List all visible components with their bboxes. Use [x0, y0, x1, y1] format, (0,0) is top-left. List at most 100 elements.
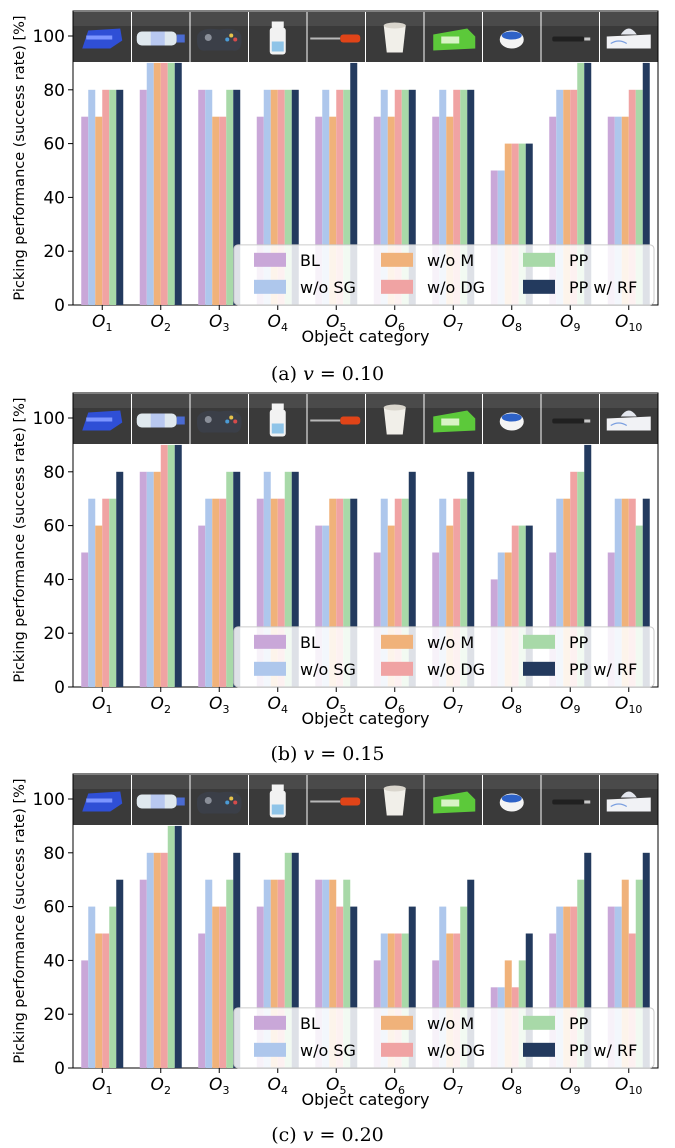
legend-swatch — [254, 634, 286, 649]
bar — [212, 498, 220, 687]
y-axis-label: Picking performance (success rate) [%] — [12, 15, 28, 300]
bar — [212, 906, 220, 1068]
bar — [408, 89, 416, 305]
object-thumbnail-wall — [424, 394, 482, 408]
x-tick-label: O1 — [92, 694, 112, 716]
x-tick-label: O8 — [502, 1075, 522, 1097]
bar — [139, 471, 147, 687]
x-tick-label: O5 — [326, 694, 346, 716]
facial-tissue-box-icon — [600, 12, 658, 62]
bar — [329, 116, 337, 305]
bar — [628, 89, 636, 305]
tissue-box-icon — [424, 394, 482, 444]
water-bottle-icon — [132, 394, 190, 444]
legend-swatch — [381, 634, 413, 649]
marker-pen-icon — [541, 12, 599, 62]
tape-roll-icon — [483, 394, 541, 444]
x-tick-label: O5 — [326, 312, 346, 334]
series-w-o-m — [95, 62, 629, 306]
bar — [394, 498, 402, 687]
bar — [642, 62, 650, 306]
bar — [380, 498, 388, 687]
x-tick-label: O9 — [560, 694, 580, 716]
bar — [256, 116, 264, 305]
bar — [607, 552, 615, 687]
bar — [81, 552, 89, 687]
figure-caption: (a) v = 0.10 — [271, 363, 384, 385]
game-controller-icon — [190, 775, 248, 825]
x-axis: O1 O2 O3 O4 O5 O6 O7 O8 O9 O10 Object category — [92, 305, 642, 346]
bar — [350, 62, 358, 306]
legend-swatch — [381, 279, 413, 294]
object-thumbnail-wall — [190, 394, 248, 408]
y-axis: 0 20 40 60 80 100 Picking performance (success… — [12, 15, 73, 316]
paper-cup-icon — [366, 775, 424, 825]
bar — [607, 906, 615, 1068]
bar — [401, 89, 409, 305]
object-thumbnail-wall — [600, 775, 658, 789]
legend-entry: PP w/ RF — [523, 278, 637, 297]
object-thumbnail-wall — [424, 12, 482, 26]
series-pp — [109, 825, 643, 1068]
object-image-strip — [73, 394, 658, 444]
bar — [642, 852, 650, 1068]
legend-entry: w/o M — [381, 633, 474, 652]
bar — [109, 906, 117, 1068]
bar — [563, 906, 571, 1068]
screwdriver-icon — [307, 775, 365, 825]
legend-swatch — [523, 661, 555, 676]
y-tick-label: 100 — [33, 27, 65, 47]
object-thumbnail-wall — [483, 394, 541, 408]
object-thumbnail-wall — [73, 775, 131, 789]
legend-label: w/o DG — [427, 1041, 485, 1060]
legend-swatch — [523, 1015, 555, 1030]
bar — [205, 89, 213, 305]
bar — [621, 498, 629, 687]
bar — [291, 89, 299, 305]
bar — [174, 444, 182, 687]
y-tick-label: 20 — [43, 624, 65, 644]
x-tick-label: O5 — [326, 1075, 346, 1097]
bar — [518, 525, 526, 687]
bar — [102, 89, 110, 305]
object-thumbnail-wall — [307, 775, 365, 789]
bar — [153, 471, 161, 687]
object-thumbnail-wall — [132, 775, 190, 789]
legend-entry: PP w/ RF — [523, 660, 637, 679]
series-bl — [81, 89, 615, 305]
legend-swatch — [523, 634, 555, 649]
bar — [408, 906, 416, 1068]
legend-entry: PP — [523, 1014, 589, 1033]
bar — [167, 444, 175, 687]
caption-text: (a) v = 0.10 — [271, 363, 384, 385]
legend-label: BL — [300, 633, 320, 652]
x-tick-label: O4 — [268, 312, 288, 334]
legend-entry: BL — [254, 633, 320, 652]
series-w-o-m — [95, 852, 629, 1068]
bar — [160, 444, 168, 687]
x-tick-label: O2 — [151, 1075, 171, 1097]
object-thumbnail-wall — [366, 12, 424, 26]
bar — [387, 933, 395, 1068]
legend-label: w/o SG — [300, 278, 356, 297]
bar — [167, 825, 175, 1068]
marker-pen-icon — [541, 394, 599, 444]
bar — [116, 89, 124, 305]
bar — [226, 471, 234, 687]
legend-swatch — [523, 1042, 555, 1057]
bar — [635, 525, 643, 687]
y-tick-label: 40 — [43, 951, 65, 971]
bar — [408, 471, 416, 687]
bar — [226, 89, 234, 305]
legend-swatch — [254, 1015, 286, 1030]
object-thumbnail-wall — [249, 394, 307, 408]
water-bottle-icon — [132, 775, 190, 825]
bar — [439, 906, 447, 1068]
legend-label: PP — [569, 251, 589, 270]
stapler-icon — [73, 775, 131, 825]
facial-tissue-box-icon — [600, 394, 658, 444]
object-thumbnail-wall — [541, 775, 599, 789]
bar — [343, 498, 351, 687]
legend-label: w/o DG — [427, 660, 485, 679]
paper-cup-icon — [366, 394, 424, 444]
